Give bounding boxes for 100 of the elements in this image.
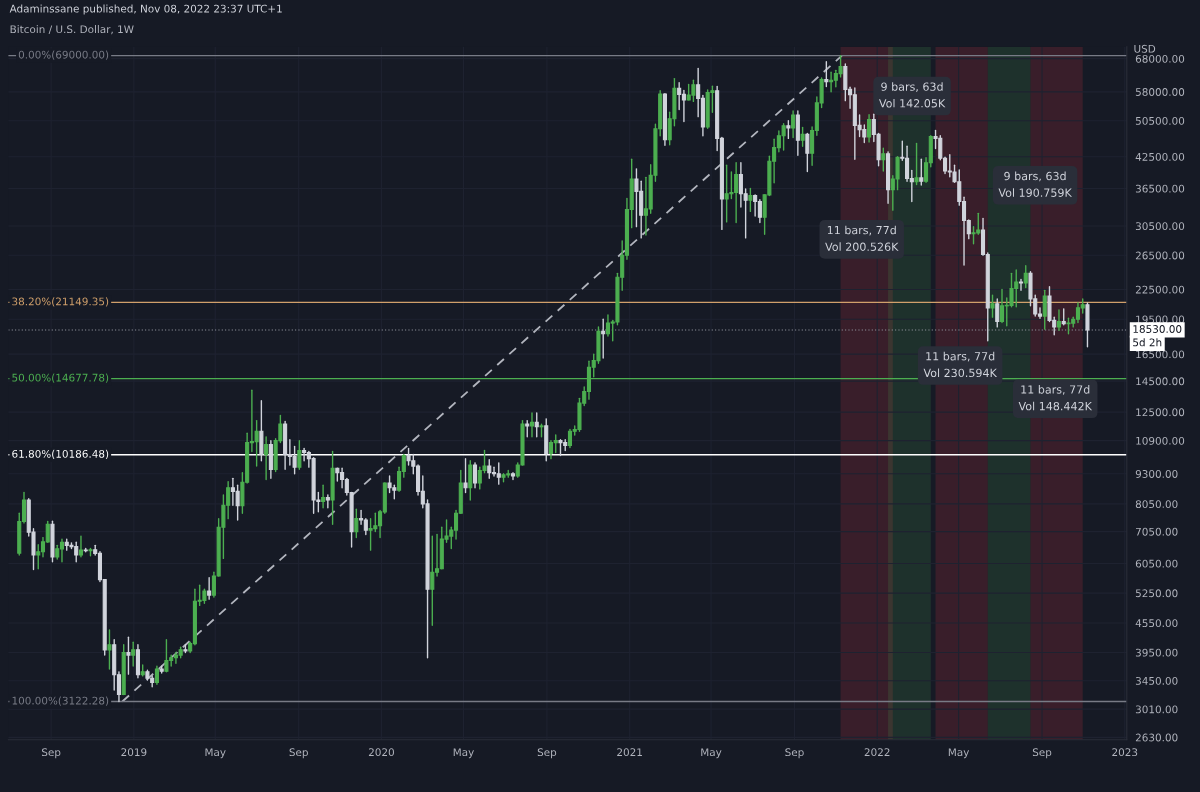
- y-tick-label: 50500.00: [1135, 116, 1185, 125]
- candlestick: [881, 147, 886, 172]
- y-tick-label: 14500.00: [1136, 377, 1185, 386]
- candlestick: [914, 142, 919, 186]
- x-tick-label: Sep: [42, 748, 61, 759]
- candlestick: [681, 89, 686, 123]
- ref-line-label: 50.00%(14677.78): [12, 373, 109, 383]
- candlestick: [491, 466, 497, 477]
- y-tick-label: 3450.00: [1135, 676, 1178, 685]
- x-tick-label: May: [205, 748, 226, 759]
- y-tick-label: 68000.00: [1135, 54, 1185, 63]
- y-tick-label: 30500.00: [1135, 222, 1185, 231]
- y-tick-label: 10900.00: [1136, 436, 1185, 445]
- y-tick-label: 9300.00: [1135, 470, 1178, 478]
- candlestick: [800, 126, 805, 147]
- y-tick-label: 58000.00: [1135, 88, 1185, 96]
- x-tick-label: Sep: [1032, 748, 1052, 759]
- chart-subtitle: Adaminssane published, Nov 08, 2022 23:37 UTC+1: [9, 4, 282, 15]
- y-tick-label: 4550.00: [1135, 619, 1178, 628]
- candlestick: [824, 61, 829, 88]
- candlestick: [496, 462, 501, 485]
- y-tick-label: 22500.00: [1135, 285, 1185, 294]
- candlestick: [36, 544, 41, 570]
- x-tick-label: 2022: [864, 748, 890, 757]
- candlestick: [677, 82, 682, 111]
- candlestick: [297, 439, 302, 471]
- candlestick: [805, 132, 810, 173]
- candlestick: [1009, 272, 1014, 308]
- ref-line-label: 0.00%(69000.00): [18, 50, 109, 60]
- x-tick-label: 2023: [1112, 748, 1138, 757]
- y-tick-label: 36500.00: [1135, 184, 1185, 193]
- candlestick: [781, 122, 786, 151]
- candlestick: [867, 113, 872, 143]
- y-tick-label: 16500.00: [1136, 350, 1185, 359]
- candlestick: [207, 577, 212, 600]
- ref-line-label: 100.00%(3122.28): [12, 696, 109, 706]
- y-tick-label: 42500.00: [1135, 152, 1185, 161]
- chart-title: Bitcoin / U.S. Dollar, 1W: [10, 25, 134, 35]
- candlestick: [368, 517, 373, 551]
- x-tick-label: 2019: [121, 748, 147, 757]
- candlestick: [302, 447, 307, 462]
- candlestick: [463, 457, 468, 494]
- y-tick-label: 8050.00: [1135, 500, 1178, 509]
- candlestick: [430, 535, 435, 626]
- candlestick: [1023, 265, 1028, 289]
- candlestick: [131, 641, 136, 667]
- candlestick: [791, 110, 796, 139]
- x-tick-label: 2020: [368, 748, 394, 757]
- candlestick: [691, 79, 696, 103]
- y-tick-label: 19500.00: [1136, 315, 1185, 324]
- candlestick: [354, 508, 359, 539]
- annotation: 11 bars, 77d Vol 148.442K: [1018, 385, 1093, 411]
- candlestick: [78, 535, 84, 558]
- ref-line-label: 61.80%(10186.48): [12, 449, 109, 460]
- ref-line-label: 38.20%(21149.35): [12, 297, 109, 307]
- y-tick-label: 2630.00: [1135, 733, 1178, 742]
- x-tick-label: 2021: [617, 748, 642, 757]
- candlestick: [472, 462, 478, 489]
- candlestick: [1018, 278, 1024, 292]
- ref-line-label: 18530.00: [1133, 325, 1182, 333]
- candlestick: [1056, 309, 1062, 331]
- candlestick: [753, 194, 758, 217]
- x-tick-label: May: [701, 748, 722, 759]
- candlestick: [325, 494, 330, 509]
- candlestick: [259, 400, 264, 462]
- candlestick: [999, 288, 1005, 324]
- candlestick: [748, 187, 753, 213]
- candlestick: [126, 636, 131, 675]
- candlestick: [154, 665, 159, 686]
- candlestick: [757, 198, 762, 224]
- text: 5d 2h: [1133, 338, 1162, 347]
- candlestick: [164, 638, 169, 673]
- candlestick: [601, 318, 606, 359]
- candlestick: [264, 436, 269, 481]
- y-tick-label: 7050.00: [1135, 527, 1178, 536]
- y-tick-label: 12500.00: [1136, 408, 1185, 417]
- candlestick: [990, 294, 995, 318]
- x-tick-label: Sep: [537, 748, 557, 759]
- x-tick-label: May: [948, 748, 970, 759]
- candlestick: [321, 484, 326, 509]
- annotation: 11 bars, 77d Vol 230.594K: [923, 351, 998, 378]
- annotation: 9 bars, 63d Vol 190.759K: [998, 171, 1073, 197]
- candlestick: [843, 63, 848, 102]
- candlestick: [107, 629, 112, 670]
- candlestick: [1075, 302, 1081, 324]
- annotation: 9 bars, 63d Vol 142.05K: [878, 82, 946, 108]
- candlestick: [534, 412, 539, 438]
- candlestick: [995, 298, 1000, 328]
- candlestick: [919, 158, 924, 186]
- x-tick-label: Sep: [289, 748, 308, 759]
- y-tick-label: 3010.00: [1135, 705, 1178, 714]
- y-tick-label: 5250.00: [1135, 589, 1178, 598]
- candlestick: [529, 412, 535, 438]
- y-tick-label: 26500.00: [1135, 251, 1185, 260]
- candlestick: [1042, 289, 1047, 330]
- candlestick: [468, 460, 473, 501]
- annotation: 11 bars, 77d Vol 200.526K: [825, 225, 899, 251]
- candlestick: [605, 314, 611, 337]
- y-axis-title: USD: [1134, 44, 1156, 53]
- y-tick-label: 3950.00: [1135, 648, 1178, 657]
